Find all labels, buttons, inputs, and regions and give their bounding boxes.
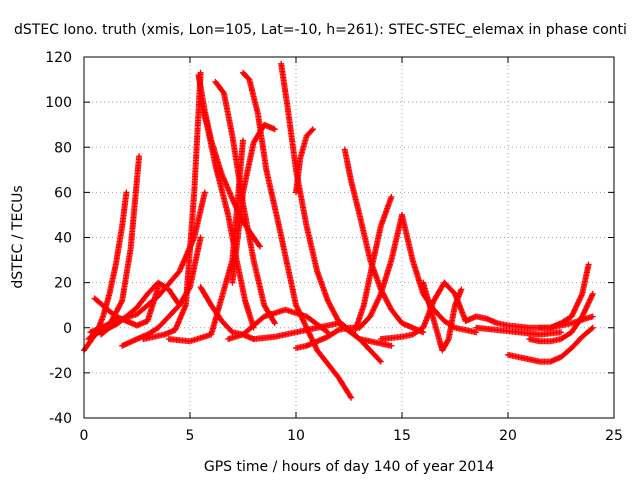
data-point (334, 327, 341, 334)
data-point (558, 329, 564, 336)
data-point (219, 88, 226, 95)
x-tick-label: 0 (80, 428, 89, 444)
x-axis-label: GPS time / hours of day 140 of year 2014 (204, 459, 494, 475)
series-pass-14 (229, 121, 278, 286)
data-point (589, 290, 596, 297)
y-tick-label: -20 (49, 366, 72, 382)
data-point (256, 242, 263, 249)
series-pass-28 (536, 261, 592, 331)
x-tick-label: 10 (287, 428, 305, 444)
data-point (377, 358, 384, 365)
y-tick-label: 40 (54, 231, 72, 247)
data-point (256, 243, 263, 250)
series-pass-23 (420, 279, 465, 354)
data-point (589, 313, 596, 320)
series-pass-13 (240, 69, 355, 401)
series-pass-5 (97, 279, 183, 338)
data-point (197, 234, 204, 241)
data-point (588, 325, 595, 332)
data-point (308, 127, 315, 134)
series-pass-12 (165, 137, 246, 345)
series-pass-17 (293, 126, 316, 196)
data-point (123, 189, 130, 196)
data-point (444, 337, 451, 344)
y-tick-label: -40 (49, 411, 72, 427)
data-point (376, 357, 383, 364)
axis-ticks: 0 5 10 15 20 25 -40 -20 0 20 40 60 80 100 120 (45, 50, 623, 444)
chart-title: dSTEC Iono. truth (xmis, Lon=105, Lat=-1… (14, 22, 627, 38)
data-point (240, 137, 246, 144)
x-tick-label: 15 (393, 428, 411, 444)
y-axis-label: dSTEC / TECUs (10, 185, 26, 288)
y-tick-label: 0 (63, 321, 72, 337)
series-pass-27 (526, 290, 596, 345)
series-pass-20 (341, 146, 427, 336)
y-tick-label: 100 (45, 95, 72, 111)
x-tick-label: 25 (605, 428, 623, 444)
data-point (271, 318, 278, 325)
series-pass-18 (225, 306, 331, 343)
y-tick-label: 120 (45, 50, 72, 66)
data-point (585, 261, 592, 268)
series-pass-21 (352, 193, 395, 334)
data-point (271, 126, 278, 133)
y-tick-label: 20 (54, 276, 72, 292)
data-point (388, 342, 395, 349)
data-point (355, 335, 362, 342)
data-point (388, 193, 395, 200)
data-point (201, 189, 208, 196)
series-pass-29 (473, 324, 564, 338)
data-point (589, 324, 596, 331)
x-tick-label: 5 (186, 428, 195, 444)
y-tick-label: 60 (54, 185, 72, 201)
y-tick-label: 80 (54, 140, 72, 156)
grid (84, 57, 614, 418)
data-point (309, 126, 316, 133)
data-point (348, 394, 355, 401)
x-tick-label: 20 (499, 428, 517, 444)
data-point (323, 328, 330, 335)
data-point (136, 153, 143, 160)
series-pass-22 (399, 211, 480, 336)
data-point (458, 286, 465, 293)
series-pass-26 (505, 324, 596, 365)
series-marks (81, 60, 596, 401)
data-point (271, 320, 278, 327)
